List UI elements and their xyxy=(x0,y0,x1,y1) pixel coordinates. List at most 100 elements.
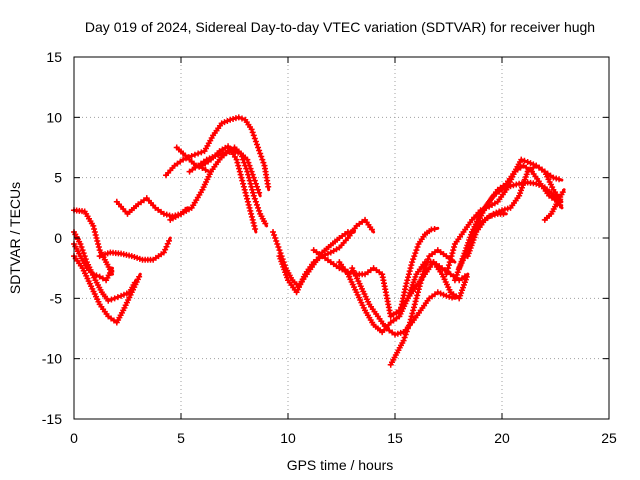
data-point xyxy=(410,304,417,311)
data-point xyxy=(123,290,130,297)
data-point xyxy=(275,244,282,251)
data-point xyxy=(434,289,441,296)
data-point xyxy=(239,177,246,184)
data-point xyxy=(108,296,115,303)
data-point xyxy=(202,166,209,173)
data-point xyxy=(253,141,260,148)
data-point xyxy=(248,126,255,133)
data-point xyxy=(408,313,415,320)
data-point xyxy=(242,189,249,196)
data-point xyxy=(92,231,99,238)
data-point xyxy=(77,241,84,248)
y-tick-label: 0 xyxy=(54,230,62,246)
data-point xyxy=(256,189,263,196)
data-point xyxy=(402,283,409,290)
data-point xyxy=(163,211,170,218)
data-point xyxy=(248,210,255,217)
data-point xyxy=(274,241,281,248)
data-point xyxy=(79,247,86,254)
data-point xyxy=(94,238,101,245)
data-point xyxy=(91,228,98,235)
data-point xyxy=(271,231,278,238)
data-point xyxy=(447,256,454,263)
data-point xyxy=(252,138,259,145)
data-point xyxy=(252,180,259,187)
data-point xyxy=(500,210,507,217)
data-point xyxy=(166,237,173,244)
data-point xyxy=(273,238,280,245)
data-point xyxy=(78,244,85,251)
x-tick-label: 10 xyxy=(280,430,296,446)
data-point xyxy=(491,211,498,218)
series-17 xyxy=(387,247,457,368)
data-point xyxy=(421,265,428,272)
data-point xyxy=(198,149,205,156)
series-24 xyxy=(541,188,566,223)
data-point xyxy=(559,189,566,196)
data-point xyxy=(230,115,237,122)
data-point xyxy=(413,247,420,254)
data-point xyxy=(251,195,258,202)
data-point xyxy=(118,292,125,299)
data-point xyxy=(160,210,167,217)
data-point xyxy=(234,159,241,166)
data-point xyxy=(368,226,375,233)
data-point xyxy=(444,268,451,275)
data-point xyxy=(111,295,118,302)
data-point xyxy=(244,195,251,202)
data-point xyxy=(253,183,260,190)
data-point xyxy=(414,244,421,251)
data-point xyxy=(252,225,259,232)
data-point xyxy=(448,253,455,260)
data-point xyxy=(419,271,426,278)
data-point xyxy=(407,316,414,323)
axes: 0 5 10 15 20 25 15 10 5 0 -5 -10 -15 xyxy=(42,49,617,446)
data-point xyxy=(238,115,245,122)
data-point xyxy=(251,222,258,229)
data-point xyxy=(403,328,410,335)
data-point xyxy=(91,225,98,232)
data-point xyxy=(249,129,256,136)
data-point xyxy=(250,132,257,139)
data-point xyxy=(241,186,248,193)
data-point xyxy=(410,307,417,314)
data-series xyxy=(71,114,566,368)
data-point xyxy=(270,228,277,235)
data-point xyxy=(449,294,456,301)
data-point xyxy=(401,334,408,341)
series-11 xyxy=(199,143,259,234)
data-point xyxy=(237,150,244,157)
data-point xyxy=(527,160,534,167)
data-point xyxy=(242,162,249,169)
data-point xyxy=(412,250,419,257)
data-point xyxy=(405,322,412,329)
data-point xyxy=(408,262,415,269)
data-point xyxy=(445,262,452,269)
data-point xyxy=(218,120,225,127)
data-point xyxy=(240,183,247,190)
data-point xyxy=(95,241,102,248)
data-point xyxy=(90,271,97,278)
data-point xyxy=(406,319,413,326)
data-point xyxy=(249,186,256,193)
data-point xyxy=(556,176,563,183)
data-point xyxy=(245,201,252,208)
data-point xyxy=(235,114,242,121)
data-point xyxy=(440,291,447,298)
data-point xyxy=(437,290,444,297)
data-point xyxy=(188,152,195,159)
data-point xyxy=(260,159,267,166)
y-axis-label: SDTVAR / TECUs xyxy=(7,182,23,294)
data-point xyxy=(233,156,240,163)
data-point xyxy=(521,157,528,164)
data-point xyxy=(250,192,257,199)
data-point xyxy=(221,119,228,126)
data-point xyxy=(255,186,262,193)
data-point xyxy=(463,273,470,280)
y-tick-label: -10 xyxy=(42,351,62,367)
data-point xyxy=(248,213,255,220)
data-point xyxy=(251,135,258,142)
data-point xyxy=(265,183,272,190)
data-point xyxy=(248,183,255,190)
